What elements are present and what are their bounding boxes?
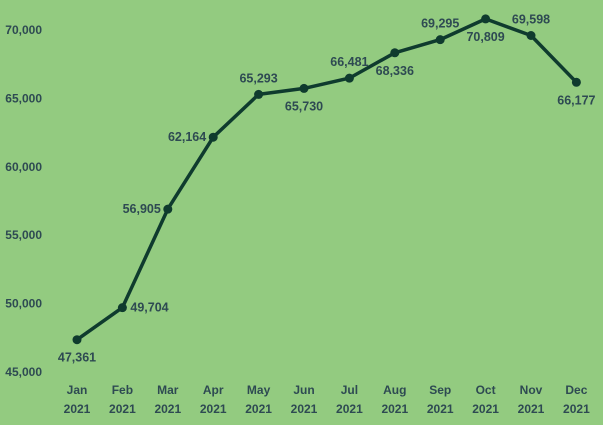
data-label: 47,361 xyxy=(58,351,96,365)
data-point xyxy=(117,303,127,313)
data-label: 65,293 xyxy=(239,71,277,85)
data-point xyxy=(208,132,218,142)
x-tick-label: Sep 2021 xyxy=(427,383,454,416)
data-point xyxy=(344,73,354,83)
data-point xyxy=(72,335,82,345)
series-line xyxy=(75,17,579,342)
x-tick-label: May 2021 xyxy=(245,383,272,416)
data-point xyxy=(571,77,581,87)
y-tick-label: 65,000 xyxy=(5,91,42,105)
y-tick-label: 55,000 xyxy=(5,228,42,242)
data-point xyxy=(254,89,264,99)
x-tick-label: Nov 2021 xyxy=(518,383,545,416)
data-label: 69,295 xyxy=(421,17,459,31)
data-label: 62,164 xyxy=(168,130,206,144)
x-tick-label: Jun 2021 xyxy=(291,383,318,416)
x-tick-label: Apr 2021 xyxy=(200,383,227,416)
data-label: 66,177 xyxy=(557,93,595,107)
data-point xyxy=(390,48,400,58)
x-tick-label: Aug 2021 xyxy=(381,383,408,416)
data-label: 56,905 xyxy=(123,202,161,216)
x-tick-label: Oct 2021 xyxy=(472,383,499,416)
data-label: 66,481 xyxy=(330,55,368,69)
data-point xyxy=(163,204,173,214)
data-label: 49,704 xyxy=(130,301,168,315)
data-label: 65,730 xyxy=(285,99,323,113)
data-label: 69,598 xyxy=(512,12,550,26)
data-label: 68,336 xyxy=(376,64,414,78)
data-label: 70,809 xyxy=(466,30,504,44)
data-point xyxy=(481,14,491,24)
data-points xyxy=(72,14,581,345)
y-tick-label: 70,000 xyxy=(5,23,42,37)
y-axis: 45,000 50,000 55,000 60,000 65,000 70,000 xyxy=(5,23,42,379)
data-point xyxy=(526,30,536,40)
y-tick-label: 50,000 xyxy=(5,297,42,311)
y-tick-label: 45,000 xyxy=(5,365,42,379)
data-point xyxy=(299,83,309,93)
x-tick-label: Mar 2021 xyxy=(154,383,181,416)
data-point xyxy=(435,35,445,45)
x-tick-label: Jul 2021 xyxy=(336,383,363,416)
x-axis: Jan 2021 Feb 2021 Mar 2021 Apr 2021 May 2021 Jun 20… xyxy=(64,383,590,416)
x-tick-label: Feb 2021 xyxy=(109,383,136,416)
data-labels: 47,361 49,704 56,905 62,164 65,293 65,730 66,4… xyxy=(58,12,596,364)
y-tick-label: 60,000 xyxy=(5,160,42,174)
x-tick-label: Dec 2021 xyxy=(563,383,590,416)
x-tick-label: Jan 2021 xyxy=(64,383,91,416)
